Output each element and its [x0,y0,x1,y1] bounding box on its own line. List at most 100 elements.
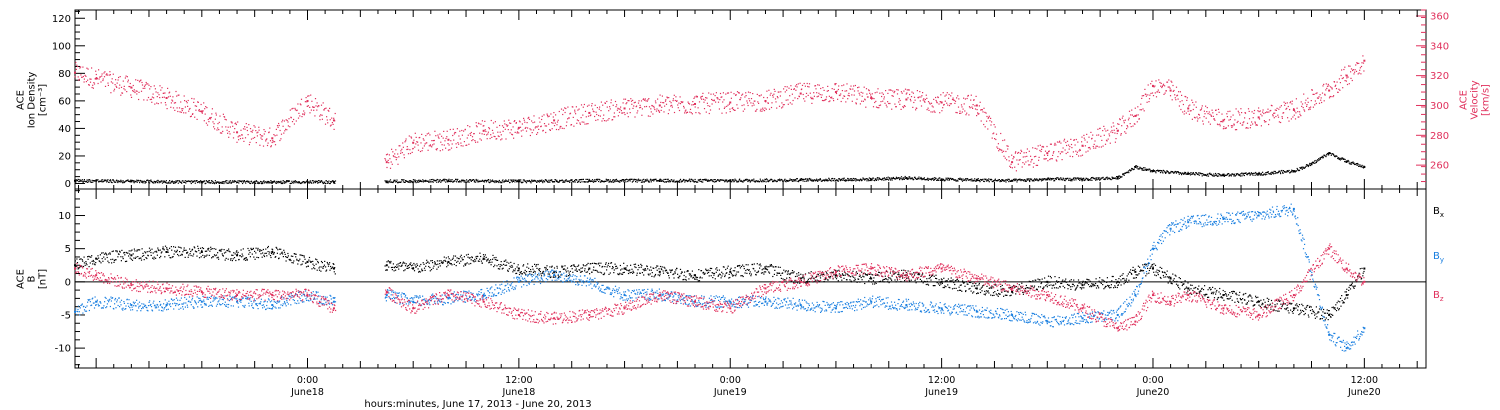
data-point [874,178,876,180]
data-point [993,132,995,134]
data-point [485,130,487,133]
data-point [416,263,418,265]
data-point [835,179,838,181]
data-point [213,126,215,128]
data-point [1220,175,1222,177]
data-point [227,132,229,134]
data-point [523,119,525,121]
data-point [783,180,785,182]
data-point [1120,134,1122,136]
data-point [552,181,554,183]
data-point [964,178,967,180]
data-point [143,180,145,182]
data-point [456,146,458,148]
data-point [803,178,805,181]
data-point [653,105,655,107]
data-point [1121,176,1123,178]
data-point [835,180,837,182]
data-point [163,249,165,251]
data-point [1324,155,1326,157]
data-point [1183,113,1185,115]
data-point [588,104,590,106]
data-point [1150,83,1152,85]
data-point [443,178,445,180]
data-point [738,179,740,181]
data-point [960,104,963,106]
data-point [591,103,593,105]
data-point [834,274,837,277]
data-point [680,181,682,183]
data-point [102,260,104,262]
data-point [875,178,877,181]
data-point [761,110,763,112]
data-point [185,112,187,114]
data-point [487,179,489,181]
data-point [211,180,213,182]
data-point [788,87,790,89]
data-point [161,96,164,98]
data-point [1249,173,1251,175]
data-point [650,111,652,113]
data-point [596,107,598,109]
data-point [516,179,518,181]
data-point [220,182,222,184]
data-point [745,92,747,94]
data-point [838,178,840,180]
data-point [524,121,526,123]
data-point [1340,74,1342,77]
data-point [290,255,292,257]
data-point [269,181,271,183]
data-point [439,150,441,152]
data-point [303,256,305,258]
data-point [267,247,269,249]
data-point [189,116,192,118]
data-point [209,118,212,120]
data-point [511,180,513,182]
data-point [413,262,415,265]
data-point [1200,173,1202,175]
data-point [857,87,859,89]
data-point [686,111,689,113]
data-point [1102,130,1104,132]
data-point [191,249,193,251]
data-point [1055,177,1057,180]
data-point [1230,116,1232,118]
data-point [890,89,892,91]
data-point [259,144,261,146]
data-point [592,181,594,183]
data-point [115,181,117,183]
data-point [951,178,953,180]
data-point [1264,121,1266,123]
data-point [1068,179,1070,181]
data-point [425,135,427,137]
data-point [1248,118,1251,120]
data-point [627,116,629,118]
data-point [540,125,542,127]
data-point [1362,62,1365,64]
data-point [81,265,83,267]
data-point [569,180,571,182]
data-point [279,182,281,184]
data-point [1026,155,1028,157]
data-point [555,180,558,183]
data-point [552,122,554,124]
data-point [695,95,697,97]
data-point [453,181,455,183]
data-point [476,181,478,183]
data-point [1080,155,1082,157]
data-point [668,97,670,99]
data-point [739,99,741,101]
data-point [816,180,818,182]
data-point [1175,86,1178,88]
data-point [564,180,566,182]
data-point [1338,157,1340,159]
data-point [482,257,485,260]
data-point [636,181,638,183]
data-point [575,113,577,115]
data-point [954,179,957,181]
data-point [1239,175,1241,177]
data-point [1166,81,1169,83]
data-point [255,180,257,182]
data-point [1035,179,1037,181]
data-point [684,110,686,112]
